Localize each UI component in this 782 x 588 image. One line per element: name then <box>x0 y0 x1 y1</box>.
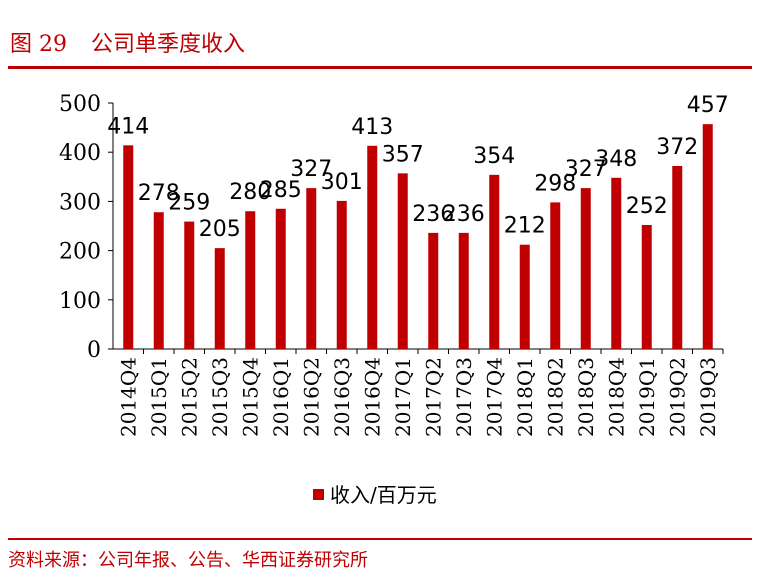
bar-2015Q1 <box>153 212 164 349</box>
data-label: 301 <box>321 170 363 195</box>
x-tick-label: 2019Q3 <box>696 357 720 437</box>
bar-2018Q3 <box>580 188 591 349</box>
y-tick-label: 0 <box>87 338 101 363</box>
y-tick-label: 200 <box>59 240 101 265</box>
bottom-rule <box>8 538 752 540</box>
data-label: 457 <box>687 93 729 118</box>
bar-2017Q4 <box>489 174 500 349</box>
x-tick-label: 2015Q3 <box>208 357 232 437</box>
x-tick-label: 2018Q3 <box>574 357 598 437</box>
bar-2017Q2 <box>428 232 439 349</box>
data-label: 327 <box>565 157 607 182</box>
data-label: 348 <box>595 147 637 172</box>
x-tick-label: 2015Q1 <box>147 357 171 437</box>
data-label: 372 <box>656 135 698 160</box>
x-tick-label: 2017Q1 <box>391 357 415 437</box>
data-label: 259 <box>168 191 210 216</box>
data-label: 205 <box>199 217 241 242</box>
bar-2017Q3 <box>458 232 469 349</box>
x-tick-label: 2018Q4 <box>604 357 628 437</box>
bar-2016Q1 <box>275 208 286 349</box>
data-label: 357 <box>382 142 424 167</box>
x-tick-label: 2019Q2 <box>665 357 689 437</box>
x-tick-label: 2018Q1 <box>513 357 537 437</box>
data-label: 280 <box>229 180 271 205</box>
y-tick-label: 100 <box>59 289 101 314</box>
x-tick-label: 2017Q4 <box>482 357 506 437</box>
x-tick-label: 2015Q4 <box>238 357 262 437</box>
bar-2015Q4 <box>245 211 256 349</box>
bar-2017Q1 <box>397 173 408 349</box>
bar-2015Q2 <box>184 221 195 349</box>
chart-title: 公司单季度收入 <box>91 32 246 57</box>
x-tick-label: 2016Q2 <box>299 357 323 437</box>
data-label: 212 <box>504 214 546 239</box>
x-tick-label: 2015Q2 <box>177 357 201 437</box>
bar-2019Q3 <box>702 124 713 349</box>
x-tick-label: 2017Q2 <box>421 357 445 437</box>
figure-number: 图 29 <box>10 32 67 57</box>
figure-title: 图 29 公司单季度收入 <box>10 26 245 58</box>
data-label: 414 <box>107 114 149 139</box>
data-label: 298 <box>534 171 576 196</box>
data-label: 252 <box>626 194 668 219</box>
data-label: 236 <box>443 202 485 227</box>
x-tick-label: 2016Q1 <box>269 357 293 437</box>
bar-2016Q3 <box>336 200 347 349</box>
bar-2016Q2 <box>306 188 317 349</box>
x-tick-label: 2016Q4 <box>360 357 384 437</box>
bar-2016Q4 <box>367 145 378 349</box>
data-label: 354 <box>473 144 515 169</box>
x-tick-label: 2017Q3 <box>452 357 476 437</box>
data-label: 327 <box>290 157 332 182</box>
x-tick-label: 2018Q2 <box>543 357 567 437</box>
bar-2019Q2 <box>672 165 683 349</box>
data-label: 236 <box>412 202 454 227</box>
bar-2018Q4 <box>611 177 622 349</box>
bar-2018Q1 <box>519 244 530 349</box>
legend-label: 收入/百万元 <box>330 483 437 507</box>
bar-2018Q2 <box>550 202 561 349</box>
source-note: 资料来源：公司年报、公告、华西证券研究所 <box>8 550 368 571</box>
y-tick-label: 500 <box>59 92 101 117</box>
x-tick-label: 2016Q3 <box>330 357 354 437</box>
data-label: 285 <box>260 178 302 203</box>
x-tick-label: 2014Q4 <box>116 357 140 437</box>
x-tick-label: 2019Q1 <box>635 357 659 437</box>
data-label: 413 <box>351 115 393 140</box>
bar-2015Q3 <box>214 248 225 349</box>
y-tick-label: 300 <box>59 190 101 215</box>
y-tick-label: 400 <box>59 141 101 166</box>
bar-2019Q1 <box>641 225 652 349</box>
data-label: 278 <box>138 181 180 206</box>
top-rule <box>8 66 752 69</box>
legend-swatch <box>313 489 324 500</box>
bar-2014Q4 <box>123 145 134 349</box>
